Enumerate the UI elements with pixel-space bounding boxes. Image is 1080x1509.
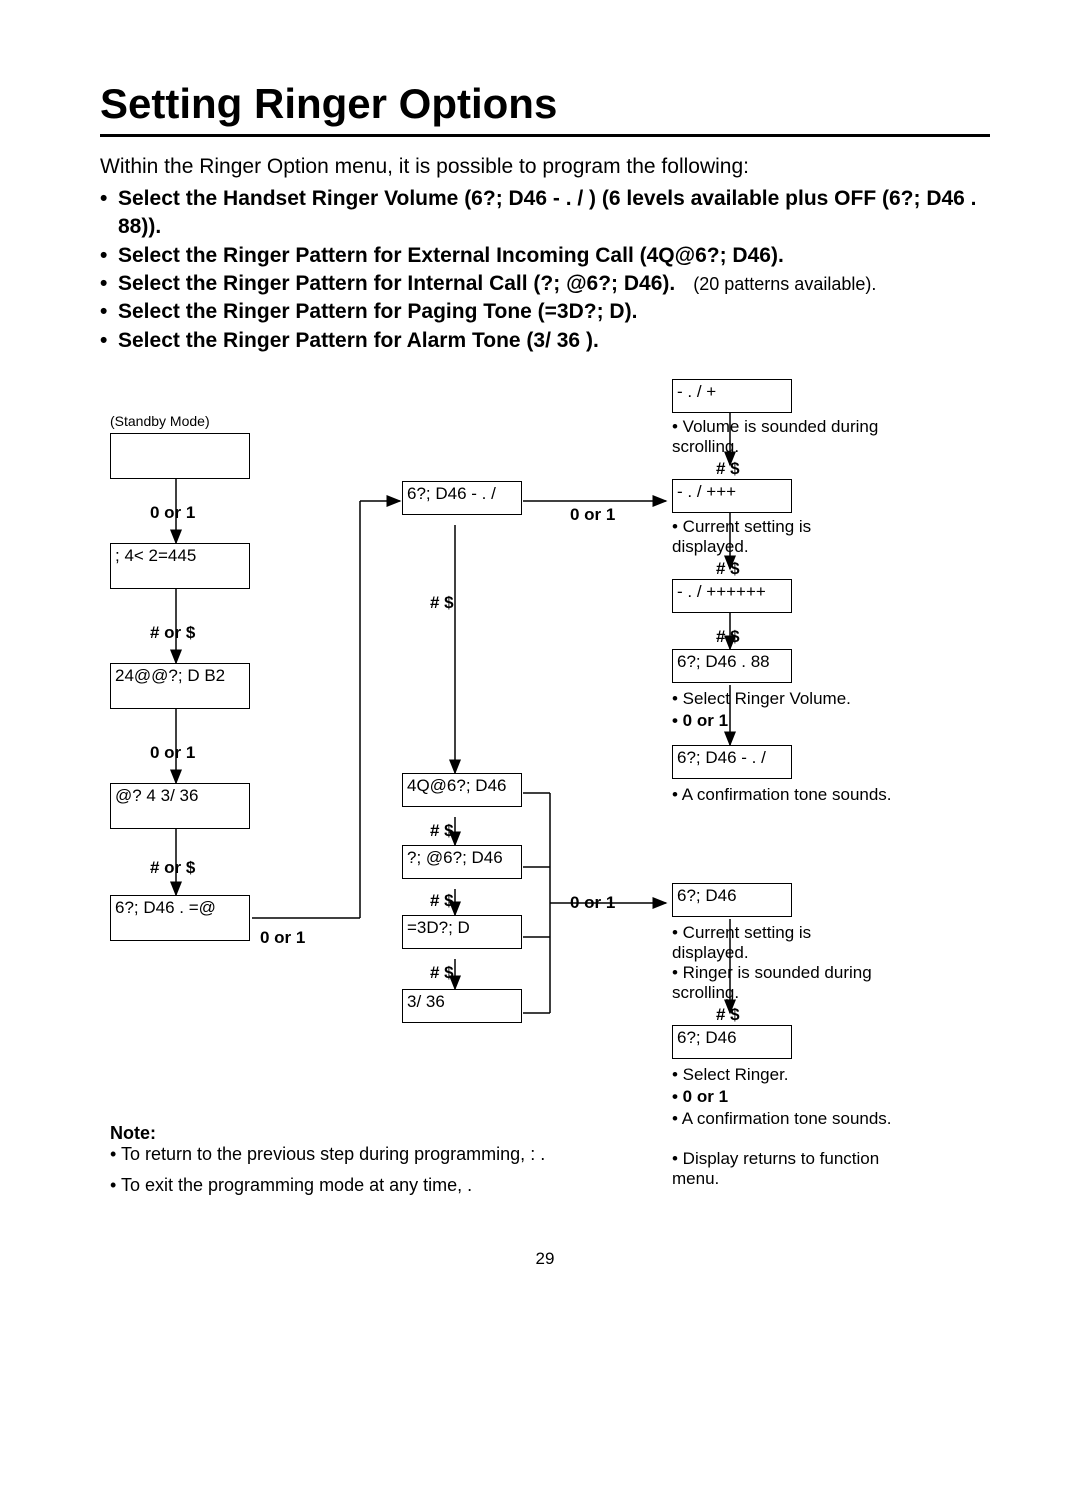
hash-dollar-m4: # $	[430, 963, 454, 983]
right-box-5: 6?; D46 - . /	[672, 745, 792, 779]
hash-dollar-m1: # $	[430, 593, 454, 613]
note-2: • To exit the programming mode at any ti…	[110, 1175, 650, 1196]
standby-label: (Standby Mode)	[110, 413, 210, 429]
page-number: 29	[100, 1249, 990, 1269]
bullet01b: • 0 or 1	[672, 1087, 728, 1107]
right-box-7: 6?; D46	[672, 1025, 792, 1059]
right-note-5: • Current setting is displayed.	[672, 923, 892, 963]
flow-diagram: (Standby Mode) 0 or 1 ; 4< 2=445 # or $ …	[100, 373, 980, 1233]
bullet-4: Select the Ringer Pattern for Paging Ton…	[118, 298, 990, 326]
right-note-7: • Select Ringer.	[672, 1065, 892, 1085]
mid-box-4: =3D?; D	[402, 915, 522, 949]
mid-box-2: 4Q@6?; D46	[402, 773, 522, 807]
mid-box-5: 3/ 36	[402, 989, 522, 1023]
orhash-2: # or $	[150, 858, 195, 878]
hash-dollar-r2: # $	[716, 559, 740, 579]
or01-2: 0 or 1	[150, 743, 195, 763]
bullet-1: Select the Handset Ringer Volume (6?; D4…	[118, 185, 990, 242]
hash-dollar-r3: # $	[716, 627, 740, 647]
hash-dollar-r1: # $	[716, 459, 740, 479]
right-box-3: - . / ++++++	[672, 579, 792, 613]
bullet01a: • 0 or 1	[672, 711, 728, 731]
left-box-2: ; 4< 2=445	[110, 543, 250, 589]
note-title: Note:	[110, 1123, 650, 1144]
page-title: Setting Ringer Options	[100, 80, 990, 128]
intro-text: Within the Ringer Option menu, it is pos…	[100, 155, 990, 179]
right-note-6: • Ringer is sounded during scrolling.	[672, 963, 892, 1003]
right-box-2: - . / +++	[672, 479, 792, 513]
note-1: • To return to the previous step during …	[110, 1144, 650, 1165]
hash-dollar-m3: # $	[430, 891, 454, 911]
left-box-5: 6?; D46 . =@	[110, 895, 250, 941]
or01-3: 0 or 1	[260, 928, 305, 948]
right-box-4: 6?; D46 . 88	[672, 649, 792, 683]
or01-1: 0 or 1	[150, 503, 195, 523]
orhash-1: # or $	[150, 623, 195, 643]
left-box-1	[110, 433, 250, 479]
bullet-5: Select the Ringer Pattern for Alarm Tone…	[118, 327, 990, 355]
hash-dollar-m2: # $	[430, 821, 454, 841]
title-rule	[100, 134, 990, 137]
right-note-3: • Select Ringer Volume.	[672, 689, 892, 709]
mid-box-3: ?; @6?; D46	[402, 845, 522, 879]
right-note-2: • Current setting is displayed.	[672, 517, 892, 557]
right-note-8: • A confirmation tone sounds.	[672, 1109, 892, 1129]
or01-mid: 0 or 1	[570, 505, 615, 525]
right-box-6: 6?; D46	[672, 883, 792, 917]
bullet-3: Select the Ringer Pattern for Internal C…	[118, 270, 990, 298]
or01-mid2: 0 or 1	[570, 893, 615, 913]
bullet-2: Select the Ringer Pattern for External I…	[118, 242, 990, 270]
right-note-4: • A confirmation tone sounds.	[672, 785, 892, 805]
left-box-4: @? 4 3/ 36	[110, 783, 250, 829]
right-note-9: • Display returns to function menu.	[672, 1149, 892, 1189]
mid-box-1: 6?; D46 - . /	[402, 481, 522, 515]
right-box-1: - . / +	[672, 379, 792, 413]
right-note-1: • Volume is sounded during scrolling.	[672, 417, 892, 457]
feature-bullets: •Select the Handset Ringer Volume (6?; D…	[100, 185, 990, 355]
hash-dollar-r6: # $	[716, 1005, 740, 1025]
left-box-3: 24@@?; D B2	[110, 663, 250, 709]
